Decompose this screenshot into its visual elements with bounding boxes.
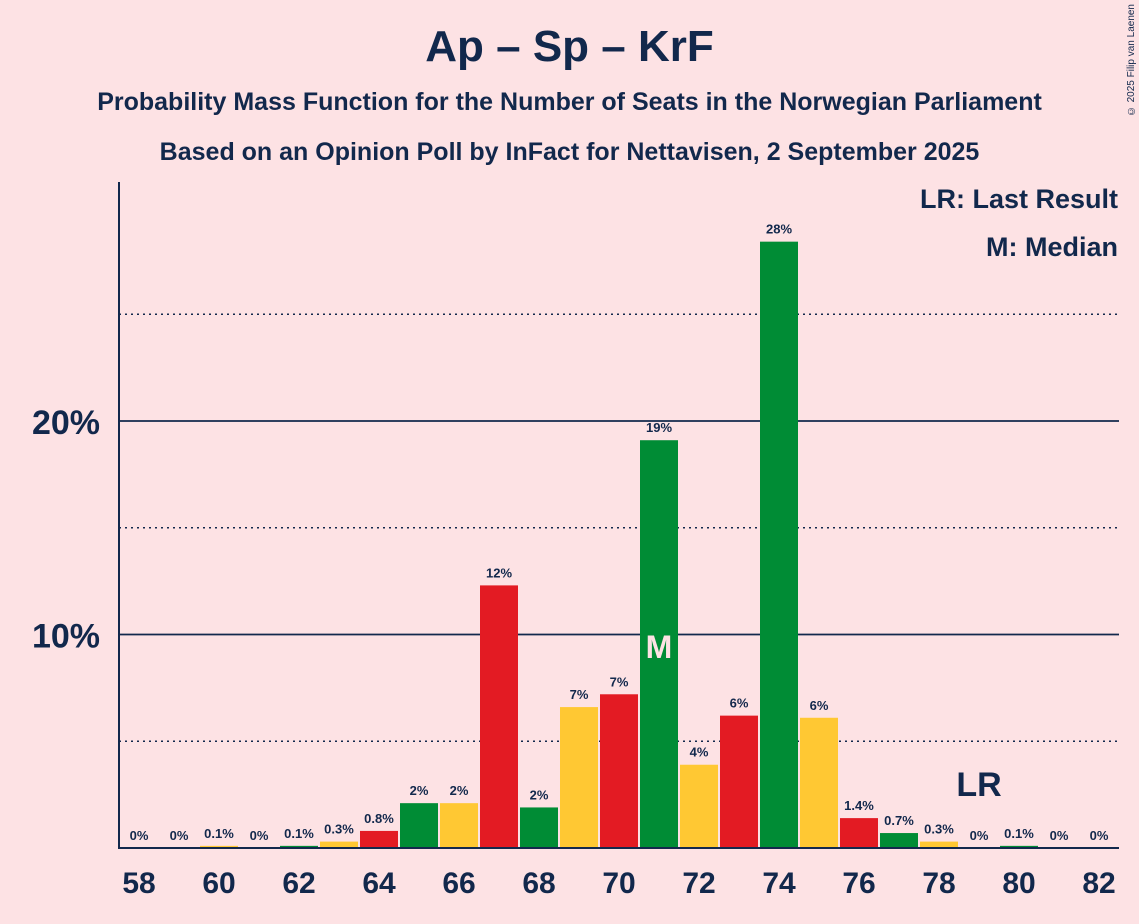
bar-label-81: 0% bbox=[1050, 828, 1069, 843]
bars bbox=[200, 241, 1038, 848]
bar-71 bbox=[640, 440, 678, 848]
bar-label-68: 2% bbox=[530, 787, 549, 802]
x-tick-62: 62 bbox=[282, 867, 315, 900]
x-tick-76: 76 bbox=[842, 867, 875, 900]
bar-label-73: 6% bbox=[730, 696, 749, 711]
x-tick-80: 80 bbox=[1002, 867, 1035, 900]
bar-68 bbox=[520, 807, 558, 848]
bar-label-82: 0% bbox=[1090, 828, 1109, 843]
bar-label-69: 7% bbox=[570, 687, 589, 702]
x-tick-68: 68 bbox=[522, 867, 555, 900]
x-tick-70: 70 bbox=[602, 867, 635, 900]
chart-subtitle-source: Based on an Opinion Poll by InFact for N… bbox=[159, 138, 980, 166]
bar-label-72: 4% bbox=[690, 745, 709, 760]
x-tick-58: 58 bbox=[122, 867, 155, 900]
last-result-marker: LR bbox=[956, 766, 1001, 804]
bar-label-62: 0.1% bbox=[284, 826, 314, 841]
bar-label-78: 0.3% bbox=[924, 822, 954, 837]
bar-75 bbox=[800, 717, 838, 848]
bar-76 bbox=[840, 818, 878, 848]
bar-73 bbox=[720, 715, 758, 848]
bar-63 bbox=[320, 841, 358, 848]
median-marker: M bbox=[646, 629, 673, 665]
bar-label-64: 0.8% bbox=[364, 811, 394, 826]
chart-title: Ap – Sp – KrF bbox=[425, 22, 714, 71]
bar-label-77: 0.7% bbox=[884, 813, 914, 828]
bar-label-60: 0.1% bbox=[204, 826, 234, 841]
bar-67 bbox=[480, 585, 518, 848]
bar-77 bbox=[880, 833, 918, 848]
x-tick-64: 64 bbox=[362, 867, 396, 900]
bar-80 bbox=[1000, 845, 1038, 848]
bar-label-80: 0.1% bbox=[1004, 826, 1034, 841]
x-tick-82: 82 bbox=[1082, 867, 1115, 900]
markers: M LR bbox=[646, 629, 1002, 804]
bar-label-61: 0% bbox=[250, 828, 269, 843]
x-tick-labels: 58 60 62 64 66 68 70 72 74 76 78 80 82 bbox=[122, 867, 1115, 900]
bar-60 bbox=[200, 845, 238, 848]
bar-label-59: 0% bbox=[170, 828, 189, 843]
x-tick-72: 72 bbox=[682, 867, 715, 900]
bar-label-66: 2% bbox=[450, 783, 469, 798]
bar-70 bbox=[600, 694, 638, 848]
axes bbox=[118, 182, 1119, 849]
bar-65 bbox=[400, 803, 438, 848]
bar-label-75: 6% bbox=[810, 698, 829, 713]
bar-62 bbox=[280, 845, 318, 848]
x-tick-60: 60 bbox=[202, 867, 235, 900]
bar-label-76: 1.4% bbox=[844, 798, 874, 813]
x-tick-78: 78 bbox=[922, 867, 955, 900]
bar-64 bbox=[360, 830, 398, 848]
bar-labels: 0% 0% 0.1% 0% 0.1% 0.3% 0.8% 2% 2% 12% 2% 7% 7% 19% 4%… bbox=[130, 222, 1109, 843]
bar-label-67: 12% bbox=[486, 565, 512, 580]
y-tick-20: 20% bbox=[32, 404, 100, 442]
bar-label-65: 2% bbox=[410, 783, 429, 798]
bar-66 bbox=[440, 803, 478, 848]
bar-78 bbox=[920, 841, 958, 848]
y-tick-labels: 10% 20% bbox=[32, 404, 100, 656]
legend-last-result: LR: Last Result bbox=[919, 184, 1118, 214]
bar-69 bbox=[560, 707, 598, 848]
bar-label-74: 28% bbox=[766, 222, 792, 237]
y-tick-10: 10% bbox=[32, 618, 100, 656]
bar-label-63: 0.3% bbox=[324, 822, 354, 837]
bar-label-58: 0% bbox=[130, 828, 149, 843]
x-tick-66: 66 bbox=[442, 867, 475, 900]
x-tick-74: 74 bbox=[762, 867, 796, 900]
bar-72 bbox=[680, 764, 718, 848]
bar-label-71: 19% bbox=[646, 420, 672, 435]
legend-median: M: Median bbox=[986, 232, 1118, 262]
bar-label-79: 0% bbox=[970, 828, 989, 843]
chart-subtitle: Probability Mass Function for the Number… bbox=[97, 88, 1042, 116]
bar-label-70: 7% bbox=[610, 674, 629, 689]
bar-74 bbox=[760, 241, 798, 848]
